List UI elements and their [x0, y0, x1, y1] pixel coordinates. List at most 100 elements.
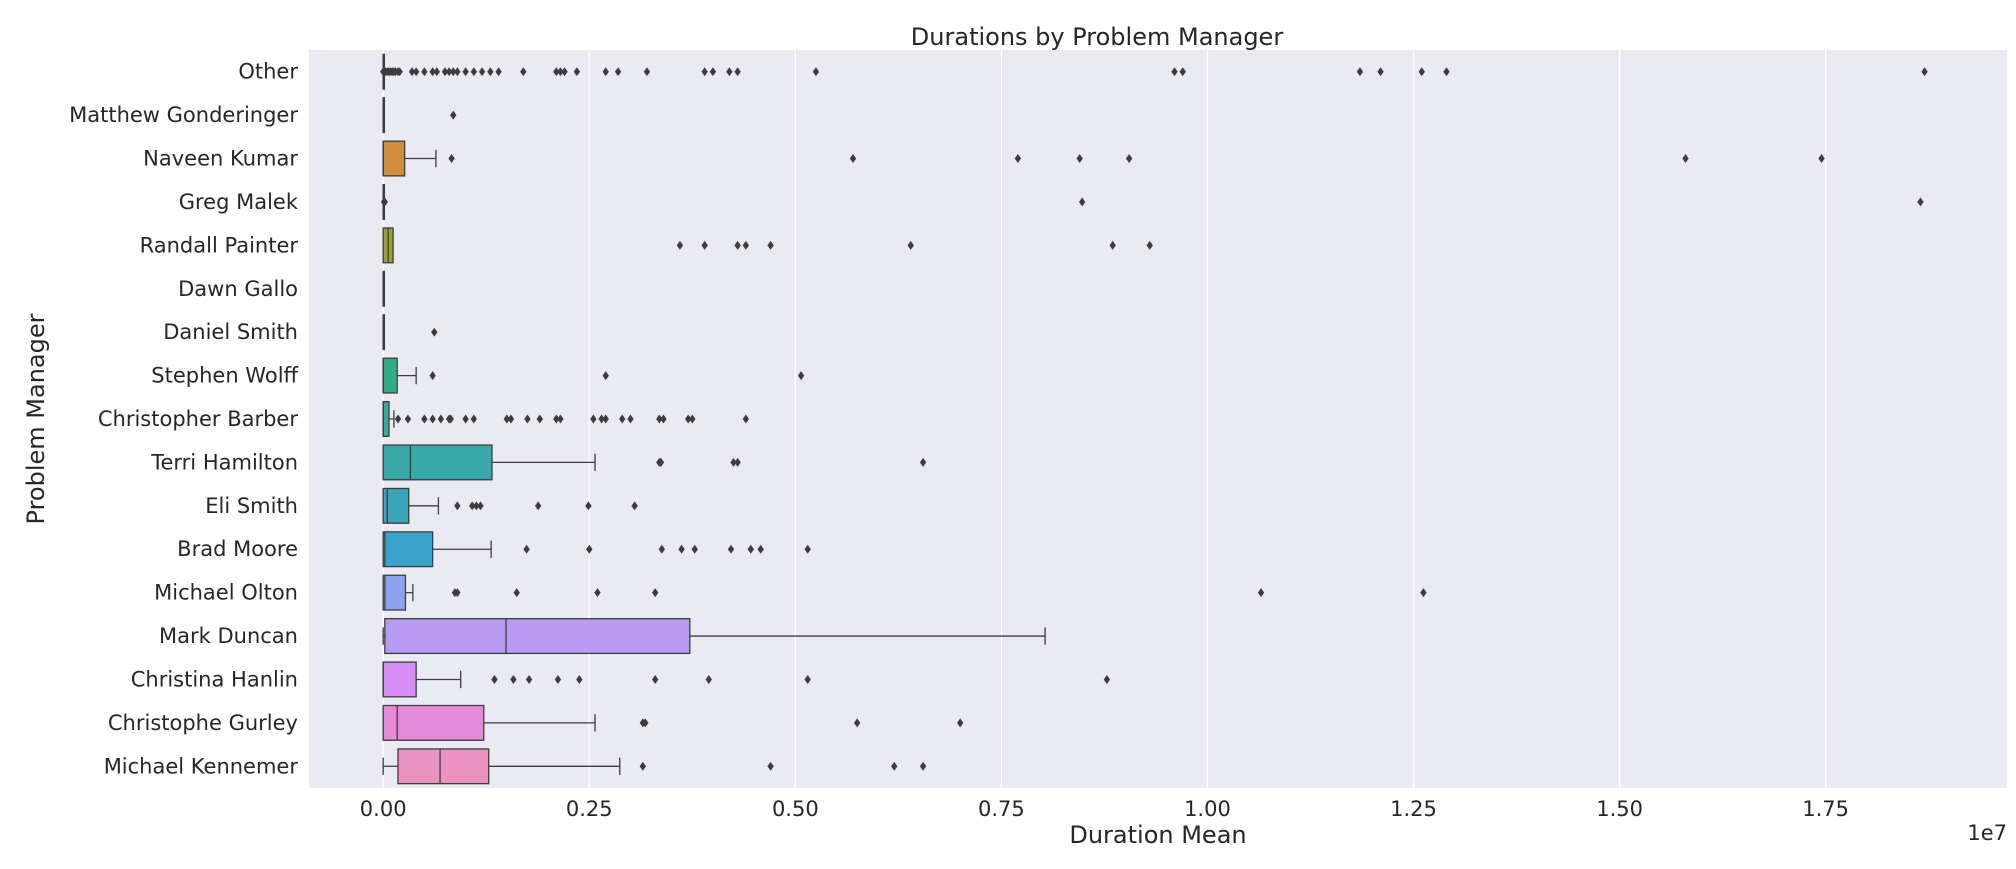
iqr-box	[382, 444, 493, 481]
outlier-point	[454, 501, 461, 511]
iqr-box	[382, 400, 390, 438]
outlier-point	[445, 67, 453, 77]
outlier-point	[657, 457, 665, 467]
outlier-point	[462, 414, 469, 424]
box-group	[382, 531, 811, 568]
box-group	[382, 270, 386, 307]
outlier-point	[689, 414, 696, 424]
box-group	[382, 704, 964, 741]
outlier-point	[730, 457, 737, 467]
outlier-point	[510, 674, 517, 684]
x-axis-label: Duration Mean	[1069, 821, 1246, 849]
outlier-point	[433, 67, 440, 77]
outlier-point	[1818, 154, 1825, 164]
box-group	[382, 314, 438, 351]
outlier-point	[473, 501, 480, 511]
outlier-point	[503, 414, 511, 424]
outlier-point	[470, 414, 478, 424]
iqr-box	[384, 618, 691, 655]
iqr-box	[382, 357, 398, 394]
outlier-point	[557, 414, 564, 424]
outlier-point	[919, 457, 927, 467]
outlier-point	[495, 67, 502, 77]
outlier-point	[1443, 67, 1450, 77]
outlier-point	[642, 718, 649, 728]
outlier-point	[1179, 67, 1186, 77]
outlier-point	[797, 371, 805, 381]
outlier-point	[450, 67, 457, 77]
outlier-point	[701, 67, 708, 77]
box-group	[382, 140, 1825, 177]
outlier-point	[491, 674, 498, 684]
y-tick-label: Michael Olton	[154, 581, 298, 605]
outlier-point	[598, 414, 605, 424]
x-tick-label: 0.50	[772, 797, 819, 821]
outlier-point	[448, 154, 455, 164]
y-tick-label: Christopher Barber	[98, 407, 298, 431]
outlier-point	[573, 67, 581, 77]
outlier-point	[590, 414, 597, 424]
box-group	[382, 227, 1153, 264]
box-group	[382, 444, 927, 481]
outlier-point	[812, 67, 820, 77]
outlier-point	[1257, 588, 1265, 598]
y-axis-label: Problem Manager	[22, 313, 50, 524]
box-group	[382, 748, 927, 785]
outlier-point	[561, 67, 568, 77]
outlier-point	[727, 544, 735, 554]
iqr-box	[382, 531, 434, 568]
outlier-point	[421, 414, 428, 424]
outlier-point	[1078, 197, 1086, 207]
y-tick-label: Randall Painter	[140, 233, 299, 257]
outlier-point	[431, 327, 438, 337]
outlier-point	[639, 761, 647, 771]
outlier-point	[804, 674, 811, 684]
y-tick-label: Christophe Gurley	[108, 711, 298, 735]
box-group	[382, 357, 805, 394]
y-tick-label: Greg Malek	[179, 190, 299, 214]
outlier-point	[1682, 154, 1689, 164]
y-tick-label: Stephen Wolff	[151, 364, 298, 388]
outlier-point	[421, 67, 428, 77]
outlier-point	[586, 544, 593, 554]
y-tick-label: Other	[238, 60, 298, 84]
outlier-point	[429, 414, 436, 424]
y-tick-label: Michael Kennemer	[104, 754, 299, 778]
box-group	[382, 574, 1427, 611]
outlier-point	[651, 674, 659, 684]
box-group	[382, 97, 457, 134]
box-group	[380, 183, 1924, 220]
y-tick-label: Eli Smith	[205, 494, 298, 518]
outlier-point	[734, 457, 741, 467]
outlier-point	[553, 414, 560, 424]
outlier-point	[513, 588, 520, 598]
outlier-point	[462, 67, 469, 77]
outlier-point	[1076, 154, 1083, 164]
outlier-point	[576, 674, 583, 684]
outlier-point	[394, 414, 402, 424]
outlier-point	[701, 240, 708, 250]
outlier-point	[1921, 67, 1928, 77]
x-tick-label: 1.75	[1802, 797, 1849, 821]
outlier-point	[507, 414, 515, 424]
outlier-point	[849, 154, 857, 164]
x-tick-label: 1.50	[1596, 797, 1643, 821]
outlier-point	[747, 544, 755, 554]
outlier-point	[478, 67, 486, 77]
outlier-point	[404, 414, 412, 424]
outlier-point	[705, 674, 712, 684]
y-tick-label: Terri Hamilton	[150, 450, 298, 474]
outlier-point	[429, 371, 436, 381]
outlier-point	[524, 414, 531, 424]
outlier-point	[487, 67, 494, 77]
outlier-point	[454, 588, 461, 598]
outlier-point	[469, 501, 476, 511]
box-group	[382, 618, 1046, 655]
outlier-point	[956, 718, 964, 728]
outlier-point	[614, 67, 622, 77]
outlier-point	[525, 674, 533, 684]
outlier-point	[520, 67, 527, 77]
outlier-point	[767, 761, 774, 771]
outlier-point	[643, 67, 651, 77]
